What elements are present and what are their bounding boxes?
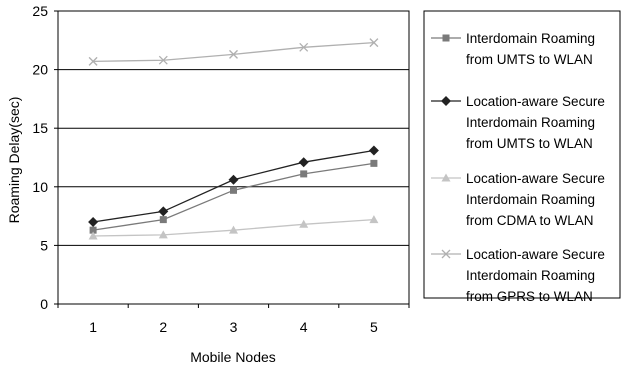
- data-point: [88, 216, 99, 227]
- series-1: [89, 159, 378, 234]
- legend-marker: [441, 173, 451, 182]
- legend-label: Interdomain Roaming: [466, 192, 595, 207]
- y-tick-label: 20: [32, 62, 48, 78]
- y-tick-label: 0: [40, 296, 48, 312]
- y-axis-title: Roaming Delay(sec): [6, 97, 22, 224]
- legend-label: Location-aware Secure: [466, 171, 605, 186]
- legend-label: Interdomain Roaming: [466, 31, 595, 46]
- data-point: [228, 174, 239, 185]
- legend-label: from CDMA to WLAN: [466, 213, 594, 228]
- legend-entry-3: Location-aware Secure Interdomain Roaming…: [431, 171, 605, 228]
- data-point: [299, 219, 309, 228]
- data-point: [230, 186, 237, 194]
- plot-frame: [57, 10, 410, 305]
- legend-marker: [441, 249, 451, 259]
- y-tick-label: 25: [32, 3, 48, 19]
- legend-marker: [442, 34, 450, 42]
- data-point: [89, 226, 97, 234]
- plot-area: [57, 10, 410, 305]
- x-tick-label: 5: [370, 319, 378, 335]
- data-point: [158, 230, 168, 239]
- x-tick-label: 2: [159, 319, 167, 335]
- series-4: [88, 38, 379, 66]
- legend-entry-1: Interdomain Roaming from UMTS to WLAN: [431, 31, 595, 67]
- legend-entry-2: Location-aware Secure Interdomain Roaming…: [431, 94, 605, 151]
- legend-label: Interdomain Roaming: [466, 115, 595, 130]
- y-tick-label: 5: [40, 237, 48, 253]
- legend-frame: [423, 10, 621, 299]
- data-point: [88, 56, 98, 66]
- series-layer: [88, 38, 379, 240]
- data-point: [370, 159, 378, 167]
- gridlines: [58, 69, 409, 246]
- data-point: [229, 49, 238, 59]
- legend-label: Interdomain Roaming: [466, 268, 595, 283]
- x-axis-title: Mobile Nodes: [190, 349, 276, 365]
- data-point: [369, 38, 379, 48]
- legend-label: from GPRS to WLAN: [466, 289, 593, 304]
- legend-label: Location-aware Secure: [466, 247, 605, 262]
- data-point: [300, 170, 308, 178]
- legend-entry-4: Location-aware Secure Interdomain Roaming…: [431, 247, 605, 304]
- series-2: [88, 145, 379, 227]
- legend-marker: [441, 96, 451, 106]
- series-3: [88, 215, 379, 240]
- y-tick-label: 10: [32, 179, 48, 195]
- data-point: [88, 231, 98, 240]
- data-point: [229, 225, 238, 234]
- data-point: [159, 216, 167, 224]
- x-tick-label: 4: [300, 319, 308, 335]
- legend-label: from UMTS to WLAN: [466, 52, 593, 67]
- x-tick-label: 1: [89, 319, 97, 335]
- data-point: [369, 215, 379, 224]
- data-point: [298, 157, 309, 168]
- x-tick-label: 3: [230, 319, 238, 335]
- legend-label: from UMTS to WLAN: [466, 136, 593, 151]
- data-point: [368, 145, 379, 156]
- data-point: [299, 42, 309, 52]
- data-point: [158, 55, 168, 65]
- legend-label: Location-aware Secure: [466, 94, 605, 109]
- axes: 0 5 10 15 20 25 1 2 3 4 5: [32, 3, 410, 335]
- y-tick-label: 15: [32, 120, 48, 136]
- data-point: [158, 206, 169, 217]
